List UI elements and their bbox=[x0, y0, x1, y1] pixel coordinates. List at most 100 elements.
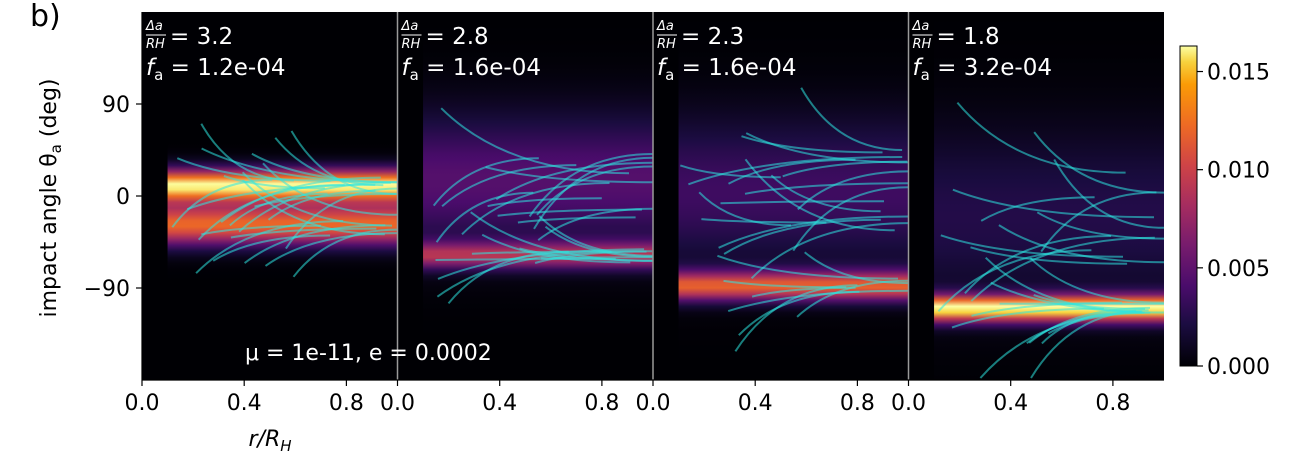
rh-denominator: RH bbox=[402, 37, 421, 52]
trajectory-line bbox=[727, 289, 909, 313]
trajectory-line bbox=[952, 188, 1155, 219]
y-tick-label: −90 bbox=[84, 277, 130, 302]
colorbar-tick-label: 0.010 bbox=[1207, 159, 1270, 184]
trajectory-line bbox=[750, 222, 909, 280]
trajectory-line bbox=[292, 228, 398, 278]
fa-value: fa = 1.6e-04 bbox=[657, 55, 797, 84]
x-tick-label: 0.8 bbox=[840, 391, 875, 416]
density-map bbox=[678, 12, 909, 380]
trajectory-line bbox=[241, 171, 393, 227]
colorbar-tick-label: 0.000 bbox=[1207, 355, 1270, 380]
fa-value: fa = 1.2e-04 bbox=[146, 55, 286, 84]
trajectory-lines bbox=[937, 101, 1165, 379]
trajectory-line bbox=[229, 192, 328, 227]
trajectory-line bbox=[517, 216, 636, 224]
trajectory-line bbox=[804, 251, 909, 285]
colorbar bbox=[1179, 45, 1198, 367]
trajectory-line bbox=[728, 158, 856, 185]
delta-a-value: = 1.8 bbox=[937, 24, 1000, 50]
y-tick-label: 90 bbox=[102, 93, 130, 118]
x-tick-label: 0.8 bbox=[1095, 391, 1130, 416]
trajectory-line bbox=[230, 227, 377, 239]
trajectory-line bbox=[717, 254, 899, 280]
trajectory-line bbox=[1053, 159, 1165, 229]
trajectory-lines bbox=[679, 87, 909, 352]
x-tick-label: 0.4 bbox=[482, 391, 517, 416]
trajectory-line bbox=[201, 224, 321, 236]
trajectory-line bbox=[964, 235, 1112, 294]
trajectory-line bbox=[951, 307, 1105, 329]
trajectory-line bbox=[744, 182, 909, 195]
x-tick-label: 0.0 bbox=[125, 391, 160, 416]
trajectory-line bbox=[470, 211, 654, 262]
trajectory-line bbox=[200, 123, 294, 182]
delta-a-fraction: Δa bbox=[912, 19, 930, 34]
y-axis-label: impact angle θa (deg) bbox=[37, 78, 65, 317]
trajectory-line bbox=[171, 178, 273, 228]
x-tick-label: 0.4 bbox=[738, 391, 773, 416]
trajectory-line bbox=[970, 246, 1128, 265]
trajectory-line bbox=[267, 189, 376, 221]
trajectory-line bbox=[998, 224, 1165, 264]
trajectory-line bbox=[538, 215, 654, 257]
trajectory-line bbox=[718, 215, 909, 249]
trajectory-line bbox=[800, 87, 903, 151]
trajectory-line bbox=[436, 251, 612, 298]
trajectory-line bbox=[723, 218, 881, 255]
trajectory-line bbox=[741, 135, 883, 154]
x-tick-label: 0.0 bbox=[636, 391, 671, 416]
y-tick-label: 0 bbox=[116, 185, 130, 210]
trajectory-line bbox=[745, 132, 909, 164]
trajectory-line bbox=[485, 166, 654, 184]
trajectory-line bbox=[956, 101, 1126, 174]
trajectory-line bbox=[435, 191, 534, 243]
trajectory-line bbox=[1033, 131, 1165, 194]
trajectory-line bbox=[1040, 191, 1157, 253]
trajectory-line bbox=[533, 156, 654, 230]
colorbar-tick-label: 0.015 bbox=[1207, 61, 1270, 86]
trajectory-line bbox=[744, 158, 895, 232]
trajectory-line bbox=[212, 234, 331, 262]
trajectory-line bbox=[435, 257, 616, 261]
trajectory-line bbox=[495, 161, 654, 201]
trajectory-line bbox=[487, 197, 602, 208]
trajectory-line bbox=[940, 234, 1124, 258]
rh-denominator: RH bbox=[913, 37, 932, 52]
trajectory-line bbox=[536, 165, 654, 216]
trajectory-line bbox=[243, 224, 386, 264]
x-tick-label: 0.0 bbox=[380, 391, 415, 416]
trajectory-line bbox=[481, 233, 631, 264]
trajectory-line bbox=[980, 196, 1095, 222]
trajectory-line bbox=[251, 152, 398, 184]
trajectory-line bbox=[440, 107, 630, 175]
heatmap-panel-1: Δa RH = 3.2 fa = 1.2e-04 bbox=[142, 12, 398, 380]
colorbar-tick-label: 0.005 bbox=[1207, 257, 1270, 282]
trajectory-line bbox=[534, 250, 647, 264]
delta-a-fraction: Δa bbox=[401, 19, 419, 34]
panels-group: Δa RH = 3.2 fa = 1.2e-04 Δa RH = 2.8 fa = 1.6e-… bbox=[142, 12, 1165, 380]
x-tick-label: 0.8 bbox=[329, 391, 364, 416]
x-tick-label: 0.0 bbox=[891, 391, 926, 416]
trajectory-lines bbox=[432, 107, 654, 305]
trajectory-line bbox=[1036, 211, 1165, 240]
parameter-annotation: μ = 1e-11, e = 0.0002 bbox=[245, 341, 492, 366]
x-tick-label: 0.4 bbox=[993, 391, 1028, 416]
delta-a-value: = 2.8 bbox=[426, 24, 489, 50]
trajectory-line bbox=[262, 162, 398, 216]
y-ticks: 90 0 −90 bbox=[84, 93, 142, 302]
trajectory-line bbox=[937, 249, 1092, 312]
x-tick-label: 0.8 bbox=[584, 391, 619, 416]
trajectory-line bbox=[698, 191, 791, 227]
trajectory-line bbox=[537, 207, 654, 241]
trajectory-line bbox=[971, 301, 1123, 317]
heatmap-panel-4: Δa RH = 1.8 fa = 3.2e-04 bbox=[907, 12, 1165, 380]
trajectory-line bbox=[176, 157, 331, 182]
x-tick-label: 0.4 bbox=[227, 391, 262, 416]
trajectory-line bbox=[461, 182, 610, 236]
trajectory-line bbox=[223, 175, 325, 190]
trajectory-line bbox=[770, 174, 881, 213]
trajectory-line bbox=[1041, 309, 1137, 345]
heatmap-panel-3: Δa RH = 2.3 fa = 1.6e-04 bbox=[652, 12, 909, 380]
colorbar-ticks: 0.000 0.005 0.010 0.015 bbox=[1197, 61, 1270, 380]
